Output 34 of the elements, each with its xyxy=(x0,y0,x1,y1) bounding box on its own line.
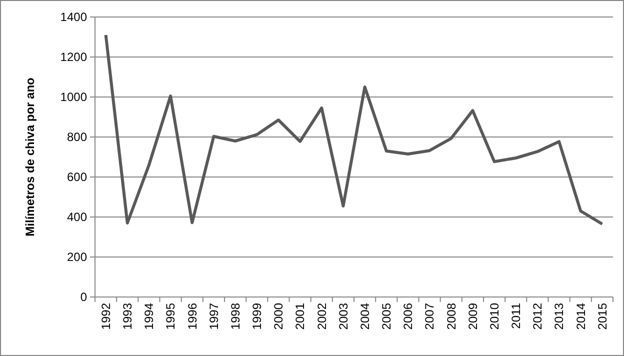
x-tick-label: 2002 xyxy=(314,302,329,330)
x-tick-label: 1996 xyxy=(185,302,200,330)
y-tick-label: 800 xyxy=(66,130,88,144)
y-tick-label: 1200 xyxy=(60,50,88,64)
x-tick-label: 2011 xyxy=(509,302,524,329)
y-tick-label: 600 xyxy=(66,170,88,184)
x-tick-label: 2015 xyxy=(595,302,610,330)
y-tick-label: 1000 xyxy=(60,90,88,104)
x-tick-label: 1993 xyxy=(120,302,135,330)
y-tick-label: 400 xyxy=(66,210,88,224)
y-tick-label: 200 xyxy=(66,250,88,264)
y-tick-label: 1400 xyxy=(60,10,88,24)
x-tick-label: 1998 xyxy=(228,302,242,330)
x-tick-label: 2005 xyxy=(380,302,394,330)
x-tick-label: 1997 xyxy=(206,302,221,330)
x-tick-label: 2001 xyxy=(293,302,308,330)
x-tick-label: 2004 xyxy=(358,302,372,330)
x-tick-label: 1995 xyxy=(164,302,178,330)
x-tick-label: 2007 xyxy=(422,302,437,330)
x-tick-label: 2006 xyxy=(401,302,416,330)
x-tick-label: 2012 xyxy=(530,302,545,330)
x-tick-label: 2014 xyxy=(574,302,588,330)
x-tick-label: 2008 xyxy=(444,302,458,330)
x-tick-label: 1994 xyxy=(142,302,156,330)
line-series xyxy=(104,34,604,226)
x-tick-label: 2010 xyxy=(487,302,502,330)
x-tick-label: 2009 xyxy=(466,302,480,330)
x-tick-label: 1999 xyxy=(250,302,264,330)
x-tick-label: 2003 xyxy=(336,302,350,330)
y-axis-title: Milímetros de chiva por ano xyxy=(23,78,37,236)
y-tick-label: 0 xyxy=(80,290,88,304)
x-tick-label: 2013 xyxy=(552,302,566,330)
x-tick-label: 1992 xyxy=(98,302,113,330)
x-tick-label: 2000 xyxy=(272,302,286,330)
